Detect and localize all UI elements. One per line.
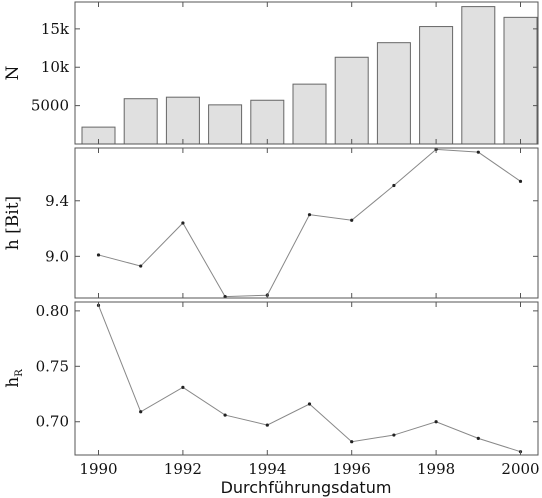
y-axis-label: hR bbox=[3, 369, 25, 388]
x-tick-label: 1998 bbox=[417, 460, 455, 478]
x-axis: Durchführungsdatum 1990 1992 1994 1996 1998 2… bbox=[79, 460, 539, 497]
bar-1998 bbox=[419, 26, 454, 145]
y-tick-label: 10k bbox=[41, 58, 70, 76]
point-1990 bbox=[96, 253, 101, 257]
point-1998 bbox=[434, 420, 438, 424]
point-1996 bbox=[350, 218, 354, 222]
x-axis-title: Durchführungsdatum bbox=[221, 478, 392, 497]
point-1995 bbox=[307, 213, 312, 217]
bar-2000 bbox=[503, 16, 538, 145]
point-1999 bbox=[476, 150, 480, 154]
point-1994 bbox=[265, 423, 269, 427]
y-axis-label: N bbox=[3, 65, 23, 80]
point-1995 bbox=[307, 402, 312, 406]
bar-1996 bbox=[334, 56, 369, 145]
y-tick-label: 0.70 bbox=[36, 413, 69, 431]
plot-frame bbox=[74, 1, 539, 145]
y-tick-label: 0.80 bbox=[36, 302, 69, 320]
bar-1991 bbox=[123, 98, 158, 145]
bar-1995 bbox=[292, 83, 327, 145]
panel-count: 5000 10k 15k N bbox=[3, 1, 539, 145]
x-tick-label: 1992 bbox=[164, 460, 202, 478]
y-tick-label: 0.75 bbox=[36, 357, 69, 375]
bar-1997 bbox=[376, 42, 411, 145]
bar-1999 bbox=[461, 6, 496, 145]
point-1993 bbox=[223, 413, 227, 417]
series-line bbox=[98, 148, 521, 298]
plot-frame bbox=[74, 147, 539, 299]
y-axis-label: h [Bit] bbox=[3, 196, 23, 250]
y-tick-label: 9.0 bbox=[45, 247, 69, 265]
bar-1994 bbox=[250, 99, 285, 145]
x-tick-label: 2000 bbox=[501, 460, 539, 478]
point-1999 bbox=[476, 436, 480, 440]
point-1997 bbox=[392, 183, 396, 188]
plot-frame bbox=[74, 301, 539, 456]
bar-1993 bbox=[208, 104, 243, 145]
series-line bbox=[98, 305, 521, 453]
point-1991 bbox=[139, 410, 143, 414]
y-tick-label: 9.4 bbox=[45, 192, 69, 210]
point-1993 bbox=[223, 295, 227, 299]
y-tick-label: 15k bbox=[41, 20, 70, 38]
panel-entropy: 9.0 9.4 h [Bit] bbox=[3, 147, 539, 299]
x-tick-label: 1994 bbox=[248, 460, 286, 478]
x-tick-label: 1990 bbox=[79, 460, 117, 478]
point-2000 bbox=[518, 179, 523, 183]
bar-1992 bbox=[165, 96, 200, 145]
x-tick-label: 1996 bbox=[333, 460, 371, 478]
point-1996 bbox=[350, 440, 354, 444]
y-tick-label: 5000 bbox=[31, 97, 69, 115]
point-1992 bbox=[181, 221, 185, 225]
point-1992 bbox=[181, 385, 185, 389]
point-1991 bbox=[139, 264, 143, 268]
panel-relative-entropy: 0.70 0.75 0.80 hR bbox=[3, 301, 539, 456]
point-1997 bbox=[392, 433, 396, 437]
